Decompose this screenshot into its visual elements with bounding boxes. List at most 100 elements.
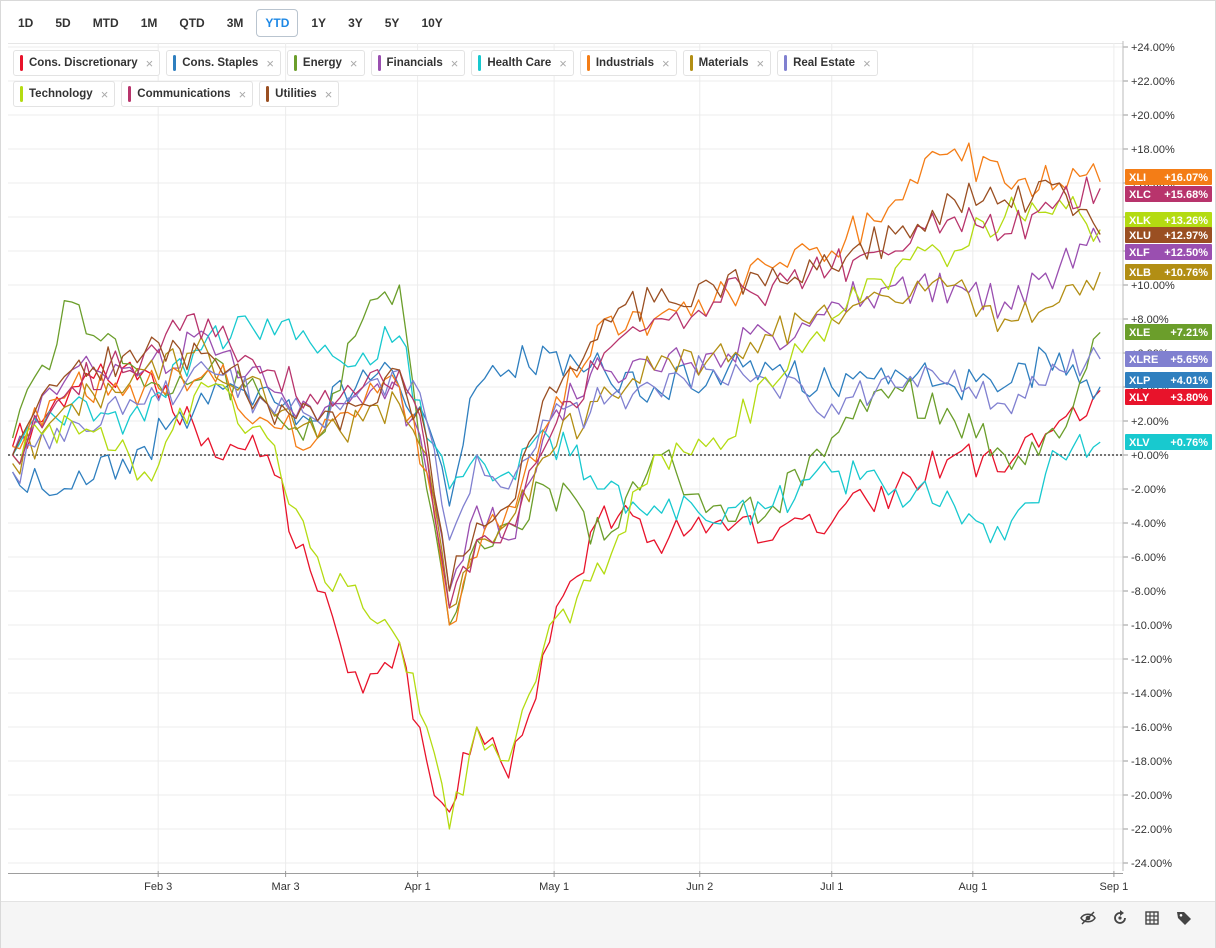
legend-label: Financials — [386, 57, 443, 69]
x-tick-label: Apr 1 — [404, 881, 430, 893]
end-label-value: +4.01% — [1170, 375, 1208, 387]
legend-label: Health Care — [487, 57, 552, 69]
legend-item[interactable]: Industrials × — [579, 50, 677, 76]
legend-swatch — [20, 55, 23, 71]
remove-series-icon[interactable]: × — [756, 55, 765, 71]
legend-label: Industrials — [595, 57, 655, 69]
range-button-1y[interactable]: 1Y — [302, 9, 335, 37]
end-label-value: +5.65% — [1170, 354, 1208, 366]
series-line-xly[interactable] — [11, 361, 1101, 813]
legend-item[interactable]: Utilities × — [259, 81, 340, 107]
remove-series-icon[interactable]: × — [266, 55, 274, 71]
y-tick-label: +24.00% — [1131, 42, 1175, 54]
end-label-value: +13.26% — [1164, 215, 1208, 227]
legend-swatch — [689, 55, 693, 71]
end-label-ticker: XLK — [1129, 215, 1151, 227]
legend-label: Technology — [29, 88, 93, 100]
legend-item[interactable]: Financials × — [370, 50, 466, 76]
end-label-ticker: XLP — [1129, 375, 1150, 387]
end-label-badge — [1125, 212, 1212, 228]
reset-icon[interactable] — [1111, 909, 1129, 927]
remove-series-icon[interactable]: × — [662, 55, 670, 71]
series-line-xle[interactable] — [11, 284, 1101, 626]
series-line-xlc[interactable] — [12, 176, 1101, 609]
series-line-xlu[interactable] — [12, 179, 1101, 592]
end-label-badge — [1125, 434, 1212, 450]
legend-swatch — [478, 55, 482, 71]
legend-swatch — [377, 55, 381, 71]
remove-series-icon[interactable]: × — [349, 55, 358, 71]
x-tick-label: Mar 3 — [272, 881, 300, 893]
remove-series-icon[interactable]: × — [559, 55, 567, 71]
plot-area[interactable] — [8, 43, 1123, 874]
line-chart[interactable]: +24.00%+22.00%+20.00%+18.00%+16.00%+14.0… — [1, 1, 1216, 901]
legend-swatch — [586, 55, 590, 71]
end-label-value: +0.76% — [1170, 437, 1208, 449]
range-button-1d[interactable]: 1D — [9, 9, 42, 37]
end-label-ticker: XLE — [1129, 327, 1150, 339]
range-button-qtd[interactable]: QTD — [170, 9, 213, 37]
series-line-xlb[interactable] — [12, 271, 1101, 609]
remove-series-icon[interactable]: × — [863, 55, 871, 71]
end-label-ticker: XLI — [1129, 172, 1146, 184]
series-line-xli[interactable] — [12, 142, 1101, 626]
legend-swatch — [20, 86, 23, 102]
legend-item[interactable]: Cons. Staples × — [166, 50, 281, 76]
end-label-badge — [1125, 351, 1212, 367]
series-line-xlre[interactable] — [12, 346, 1101, 541]
range-button-ytd[interactable]: YTD — [256, 9, 299, 37]
remove-series-icon[interactable]: × — [238, 86, 247, 102]
range-button-10y[interactable]: 10Y — [412, 9, 451, 37]
y-tick-label: -10.00% — [1131, 620, 1172, 632]
y-tick-label: +20.00% — [1131, 110, 1175, 122]
end-label-ticker: XLV — [1129, 437, 1150, 449]
remove-series-icon[interactable]: × — [100, 86, 109, 102]
range-button-3m[interactable]: 3M — [218, 9, 253, 37]
range-button-5y[interactable]: 5Y — [376, 9, 409, 37]
y-tick-label: +0.00% — [1131, 450, 1169, 462]
grid-icon[interactable] — [1143, 909, 1161, 927]
remove-series-icon[interactable]: × — [450, 55, 459, 71]
end-label-badge — [1125, 389, 1212, 405]
end-label-badge — [1125, 264, 1212, 280]
y-tick-label: -2.00% — [1131, 484, 1166, 496]
legend-item[interactable]: Communications × — [121, 81, 254, 107]
legend-item[interactable]: Cons. Discretionary × — [13, 50, 161, 76]
legend-item[interactable]: Materials × — [682, 50, 772, 76]
hide-icon[interactable] — [1079, 909, 1097, 927]
range-button-3y[interactable]: 3Y — [339, 9, 372, 37]
series-line-xlp[interactable] — [12, 345, 1101, 507]
y-tick-label: +10.00% — [1131, 280, 1175, 292]
y-tick-label: -22.00% — [1131, 824, 1172, 836]
legend-item[interactable]: Energy × — [286, 50, 365, 76]
range-button-5d[interactable]: 5D — [46, 9, 79, 37]
remove-series-icon[interactable]: × — [145, 55, 154, 71]
range-button-mtd[interactable]: MTD — [84, 9, 128, 37]
legend-label: Utilities — [275, 88, 317, 100]
remove-series-icon[interactable]: × — [324, 86, 333, 102]
end-label-value: +12.97% — [1164, 230, 1208, 242]
end-label-value: +16.07% — [1164, 172, 1208, 184]
legend-item[interactable]: Technology × — [13, 81, 116, 107]
end-label-ticker: XLF — [1129, 247, 1150, 259]
series-line-xlk[interactable] — [12, 195, 1101, 830]
series-line-xlf[interactable] — [11, 227, 1101, 592]
range-button-1m[interactable]: 1M — [132, 9, 167, 37]
y-tick-label: +22.00% — [1131, 76, 1175, 88]
y-tick-label: +18.00% — [1131, 144, 1175, 156]
x-tick-label: Aug 1 — [958, 881, 987, 893]
end-label-badge — [1125, 244, 1212, 260]
legend-item[interactable]: Real Estate × — [777, 50, 878, 76]
legend-item[interactable]: Health Care × — [471, 50, 574, 76]
tag-icon[interactable] — [1175, 909, 1193, 927]
end-label-value: +15.68% — [1164, 189, 1208, 201]
end-label-value: +12.50% — [1164, 247, 1208, 259]
legend-label: Cons. Staples — [182, 57, 259, 69]
x-tick-label: Jul 1 — [820, 881, 843, 893]
legend-label: Materials — [698, 57, 749, 69]
legend-swatch — [266, 86, 270, 102]
end-label-ticker: XLC — [1129, 189, 1151, 201]
y-tick-label: -18.00% — [1131, 756, 1172, 768]
end-label-badge — [1125, 324, 1212, 340]
legend-swatch — [293, 55, 297, 71]
